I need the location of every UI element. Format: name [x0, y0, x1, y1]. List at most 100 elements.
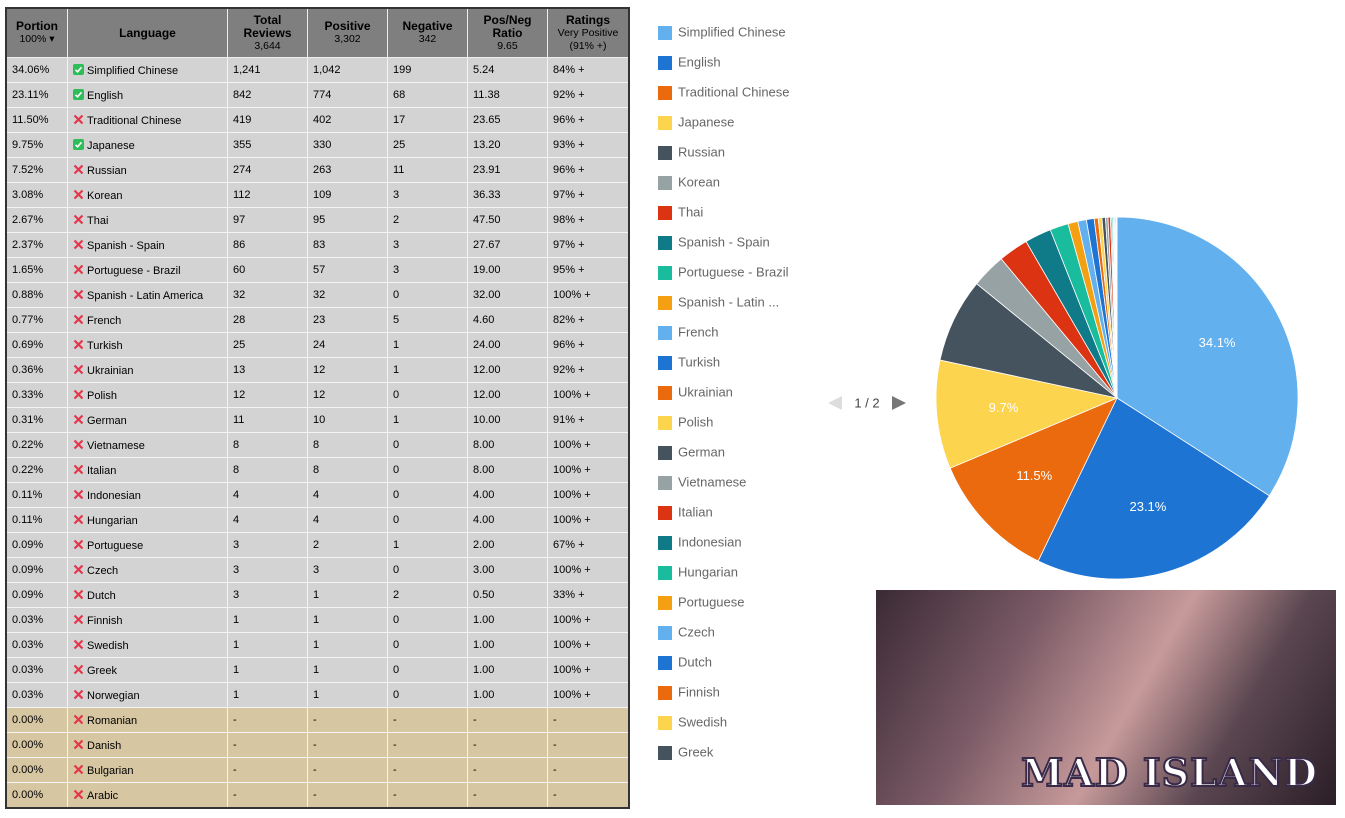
portion-cell: 0.22% — [5, 457, 68, 483]
table-row: 0.00% Arabic - - - - - — [5, 782, 630, 809]
pie-slice — [935, 359, 1119, 469]
total-text: 4 — [233, 514, 240, 526]
portion-cell: 0.03% — [5, 607, 68, 633]
rating-text: 100% + — [553, 614, 591, 626]
negative-cell: 0 — [387, 432, 468, 458]
positive-cell: - — [307, 757, 388, 783]
portion-cell: 23.11% — [5, 82, 68, 108]
portion-text: 0.03% — [12, 689, 44, 701]
language-text: Greek — [87, 664, 117, 677]
total-text: 60 — [233, 264, 246, 276]
legend-swatch — [658, 206, 672, 220]
supported-icon — [73, 88, 84, 100]
language-cell: Greek — [67, 657, 228, 683]
language-cell: Portuguese - Brazil — [67, 257, 228, 283]
rating-text: 95% + — [553, 264, 585, 276]
table-row: 2.37% Spanish - Spain 86 83 3 27.67 97% + — [5, 232, 630, 258]
ratio-cell: 4.00 — [467, 482, 548, 508]
unsupported-icon — [73, 614, 84, 625]
portion-text: 0.77% — [12, 314, 44, 326]
negative-text: 3 — [393, 239, 400, 251]
rating-cell: 95% + — [547, 257, 630, 283]
table-row: 0.03% Finnish 1 1 0 1.00 100% + — [5, 607, 630, 633]
positive-text: - — [313, 789, 317, 801]
positive-cell: 23 — [307, 307, 388, 333]
negative-text: 3 — [393, 264, 400, 276]
pager-prev[interactable] — [828, 396, 842, 410]
portion-cell: 0.09% — [5, 582, 68, 608]
legend-label: Dutch — [678, 654, 712, 669]
rating-cell: 84% + — [547, 57, 630, 83]
portion-cell: 0.77% — [5, 307, 68, 333]
total-text: 8 — [233, 439, 240, 451]
legend-label: Indonesian — [678, 534, 742, 549]
positive-cell: 12 — [307, 382, 388, 408]
negative-cell: 0 — [387, 557, 468, 583]
ratio-cell: 1.00 — [467, 682, 548, 708]
ratio-text: - — [473, 764, 477, 776]
rating-text: 100% + — [553, 664, 591, 676]
ratio-cell: 10.00 — [467, 407, 548, 433]
language-cell: Spanish - Latin America — [67, 282, 228, 308]
legend-label: Czech — [678, 624, 715, 639]
negative-cell: - — [387, 707, 468, 733]
total-text: 1 — [233, 689, 240, 701]
ratio-text: 11.38 — [473, 89, 500, 101]
table-row: 0.77% French 28 23 5 4.60 82% + — [5, 307, 630, 333]
table-row: 9.75% Japanese 355 330 25 13.20 93% + — [5, 132, 630, 158]
rating-cell: - — [547, 707, 630, 733]
rating-text: 96% + — [553, 339, 585, 351]
portion-text: 3.08% — [12, 189, 44, 201]
legend-swatch — [658, 686, 672, 700]
ratio-text: 12.00 — [473, 389, 501, 401]
total-text: 1 — [233, 664, 240, 676]
negative-cell: 0 — [387, 482, 468, 508]
portion-cell: 0.00% — [5, 757, 68, 783]
negative-cell: 3 — [387, 232, 468, 258]
unsupported-icon — [73, 539, 84, 550]
rating-text: 97% + — [553, 239, 585, 251]
game-banner: MAD ISLAND — [876, 590, 1336, 805]
portion-cell: 0.33% — [5, 382, 68, 408]
ratio-cell: 1.00 — [467, 632, 548, 658]
positive-cell: 8 — [307, 457, 388, 483]
language-text: Vietnamese — [87, 439, 145, 452]
legend-swatch — [658, 446, 672, 460]
language-text: Portuguese - Brazil — [87, 264, 181, 277]
ratio-text: - — [473, 789, 477, 801]
total-cell: 60 — [227, 257, 308, 283]
header-sub: 3,644 — [254, 39, 281, 52]
rating-text: 96% + — [553, 164, 585, 176]
negative-text: 11 — [393, 164, 405, 176]
portion-text: 0.09% — [12, 539, 44, 551]
legend-label: Swedish — [678, 714, 727, 729]
negative-cell: - — [387, 757, 468, 783]
ratio-text: 0.50 — [473, 589, 495, 601]
positive-cell: 1 — [307, 607, 388, 633]
portion-cell: 2.67% — [5, 207, 68, 233]
table-row: 0.03% Swedish 1 1 0 1.00 100% + — [5, 632, 630, 658]
total-text: 842 — [233, 89, 252, 101]
positive-cell: 263 — [307, 157, 388, 183]
negative-text: 1 — [393, 414, 400, 426]
positive-text: 2 — [313, 539, 320, 551]
portion-cell: 0.22% — [5, 432, 68, 458]
legend-swatch — [658, 566, 672, 580]
unsupported-icon — [73, 689, 84, 700]
total-cell: 842 — [227, 82, 308, 108]
ratio-text: 2.00 — [473, 539, 495, 551]
positive-cell: 774 — [307, 82, 388, 108]
ratio-cell: - — [467, 757, 548, 783]
portion-cell: 0.09% — [5, 557, 68, 583]
pager-next[interactable] — [892, 396, 906, 410]
negative-cell: 11 — [387, 157, 468, 183]
language-cell: Portuguese — [67, 532, 228, 558]
banner-title: MAD ISLAND — [1020, 749, 1318, 796]
total-cell: 1 — [227, 657, 308, 683]
rating-text: - — [553, 789, 557, 801]
positive-text: 1,042 — [313, 64, 341, 76]
table-row: 0.00% Romanian - - - - - — [5, 707, 630, 733]
positive-cell: 1 — [307, 582, 388, 608]
language-text: Ukrainian — [87, 364, 134, 377]
slice-label: 11.5% — [1016, 468, 1052, 483]
